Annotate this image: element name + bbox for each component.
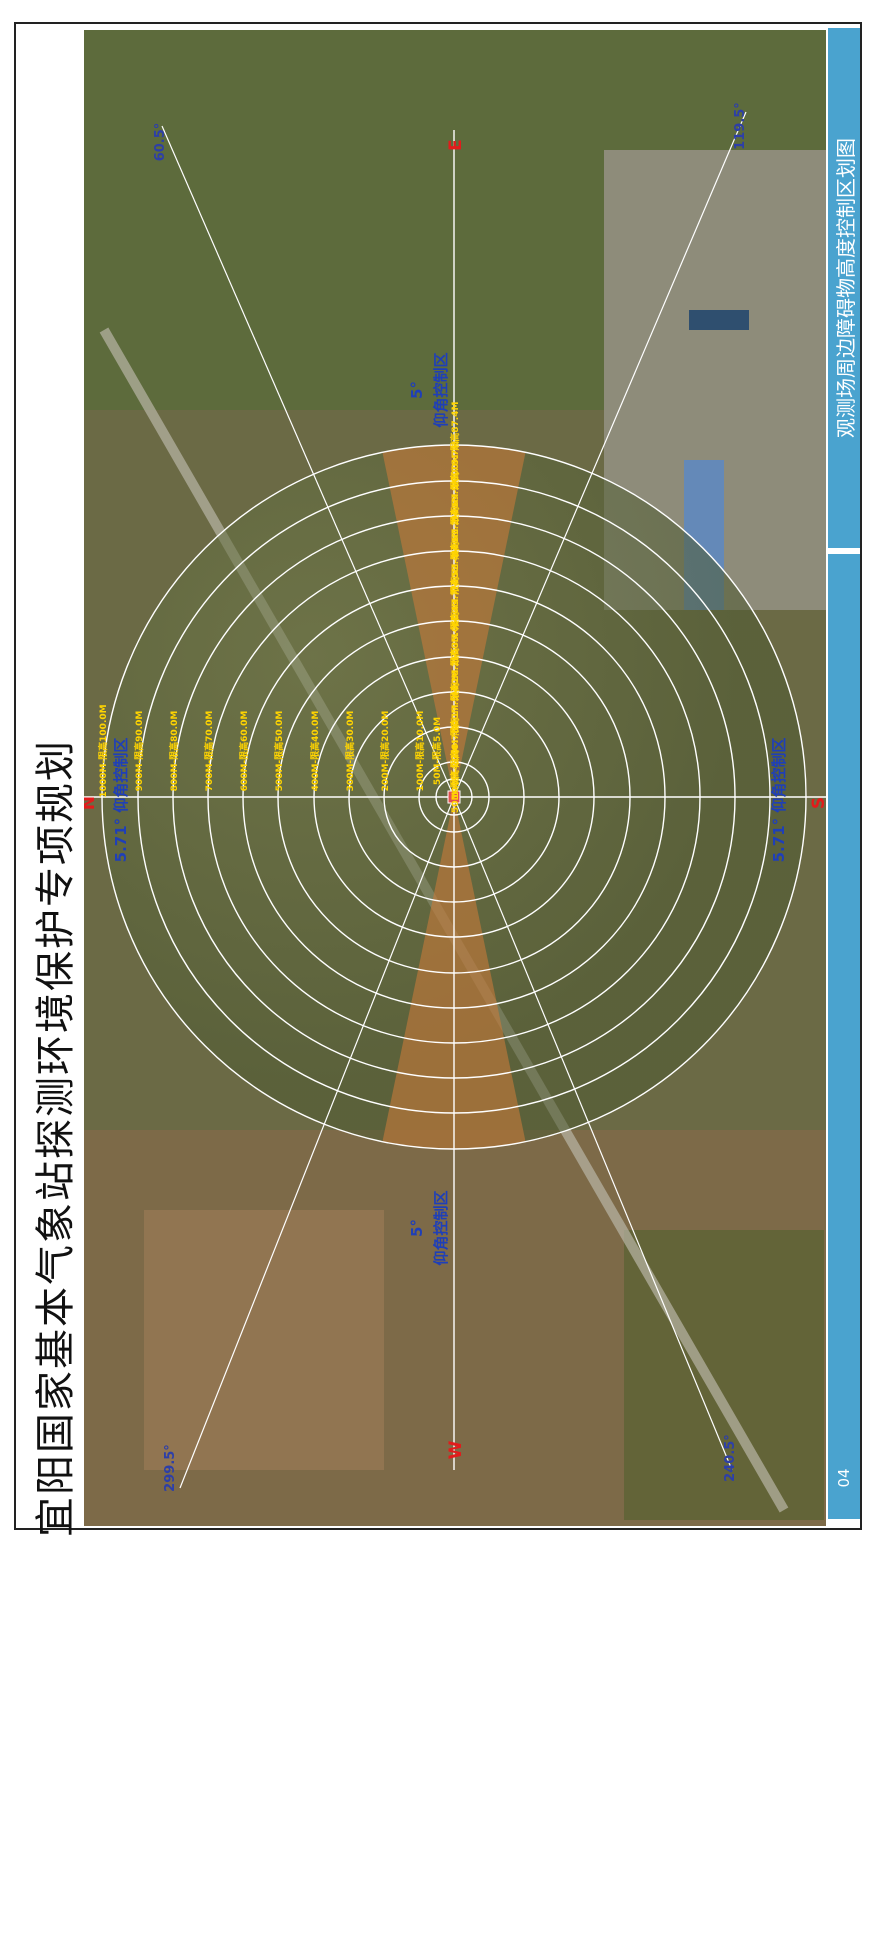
direction-south: S bbox=[809, 797, 826, 809]
main-title: 宜阳国家基本气象站探测环境保护专项规划 bbox=[33, 739, 79, 1537]
page-number: 04 bbox=[835, 1468, 853, 1488]
ray-119-5 bbox=[453, 111, 747, 798]
ring-label-east: 900M-限高78.7M bbox=[449, 441, 461, 522]
map-svg: E W N S 60.5° 119.5° 240.5° 299.5° 5° 仰角… bbox=[84, 30, 826, 1526]
ring-labels-east: 50M-限高4.3M100M-限高8.7M200M-限高17.5M300M-限高… bbox=[449, 402, 461, 814]
subtitle: 观测场周边障碍物高度控制区划图 bbox=[833, 138, 858, 438]
ring-label-north: 400M-限高40.0M bbox=[309, 711, 321, 792]
ring-label-north: 50M-限高5.0M bbox=[431, 717, 443, 785]
ring-label-east: 50M-限高4.3M bbox=[449, 745, 461, 813]
angle-label-299-5: 299.5° bbox=[163, 1444, 178, 1492]
ray-299-5 bbox=[179, 796, 455, 1489]
zone-east-angle: 5° bbox=[408, 381, 426, 399]
ring-labels-north: 50M-限高5.0M 100M-限高10.0M 200M-限高20.0M 300M-限… bbox=[97, 704, 443, 797]
angle-label-60-5: 60.5° bbox=[153, 123, 168, 162]
ring-label-north: 900M-限高90.0M bbox=[133, 711, 145, 792]
ring-label-north: 600M-限高60.0M bbox=[238, 711, 250, 792]
direction-west: W bbox=[446, 1440, 466, 1459]
ray-60-5 bbox=[161, 125, 455, 798]
zone-west-angle: 5° bbox=[408, 1219, 426, 1237]
angle-label-119-5: 119.5° bbox=[733, 102, 748, 150]
accent-strip: 宜阳县气象局 bbox=[828, 554, 860, 1930]
station-marker bbox=[447, 790, 461, 804]
title-column: 宜阳国家基本气象站探测环境保护专项规划 bbox=[16, 24, 82, 1537]
zone-west-text: 仰角控制区 bbox=[432, 1190, 450, 1265]
zone-north: 5.71° 仰角控制区 bbox=[112, 738, 130, 863]
agency-name: 宜阳县气象局 bbox=[833, 1810, 858, 1930]
ring-label-east: 700M-限高61.2M bbox=[449, 511, 461, 592]
page-number-box: 04 bbox=[828, 1458, 860, 1498]
direction-north: N bbox=[84, 796, 99, 810]
zone-east-text: 仰角控制区 bbox=[432, 352, 450, 427]
ray-240-5 bbox=[453, 796, 733, 1471]
ring-label-east: 400M-限高35.0M bbox=[449, 617, 461, 698]
ring-label-east: 1000M-限高87.4M bbox=[449, 402, 461, 489]
zone-south: 5.71° 仰角控制区 bbox=[770, 738, 788, 863]
direction-east: E bbox=[446, 139, 466, 151]
map-area: E W N S 60.5° 119.5° 240.5° 299.5° 5° 仰角… bbox=[84, 30, 826, 1526]
ring-label-east: 500M-限高43.7M bbox=[449, 581, 461, 662]
forest-area bbox=[624, 1230, 824, 1520]
ring-label-north: 100M-限高10.0M bbox=[414, 711, 426, 792]
ring-label-east: 600M-限高52.4M bbox=[449, 546, 461, 627]
ring-label-north: 700M-限高70.0M bbox=[203, 711, 215, 792]
right-column: 观测场周边障碍物高度控制区划图 宜阳县气象局 04 bbox=[828, 24, 860, 1930]
ring-label-north: 800M-限高80.0M bbox=[168, 711, 180, 792]
fields-area bbox=[144, 1210, 384, 1470]
subtitle-bar: 观测场周边障碍物高度控制区划图 bbox=[828, 28, 860, 548]
ring-label-north: 300M-限高30.0M bbox=[344, 711, 356, 792]
ring-label-east: 200M-限高17.5M bbox=[449, 687, 461, 768]
ring-label-east: 300M-限高26.2M bbox=[449, 652, 461, 733]
ring-label-east: 800M-限高69.9M bbox=[449, 476, 461, 557]
ring-label-east: 100M-限高8.7M bbox=[449, 725, 461, 799]
angle-label-240-5: 240.5° bbox=[723, 1434, 738, 1482]
pond bbox=[689, 310, 749, 330]
ring-label-north: 200M-限高20.0M bbox=[379, 711, 391, 792]
ring-label-north: 500M-限高50.0M bbox=[273, 711, 285, 792]
ring-label-north: 1000M-限高100.0M bbox=[97, 704, 109, 797]
